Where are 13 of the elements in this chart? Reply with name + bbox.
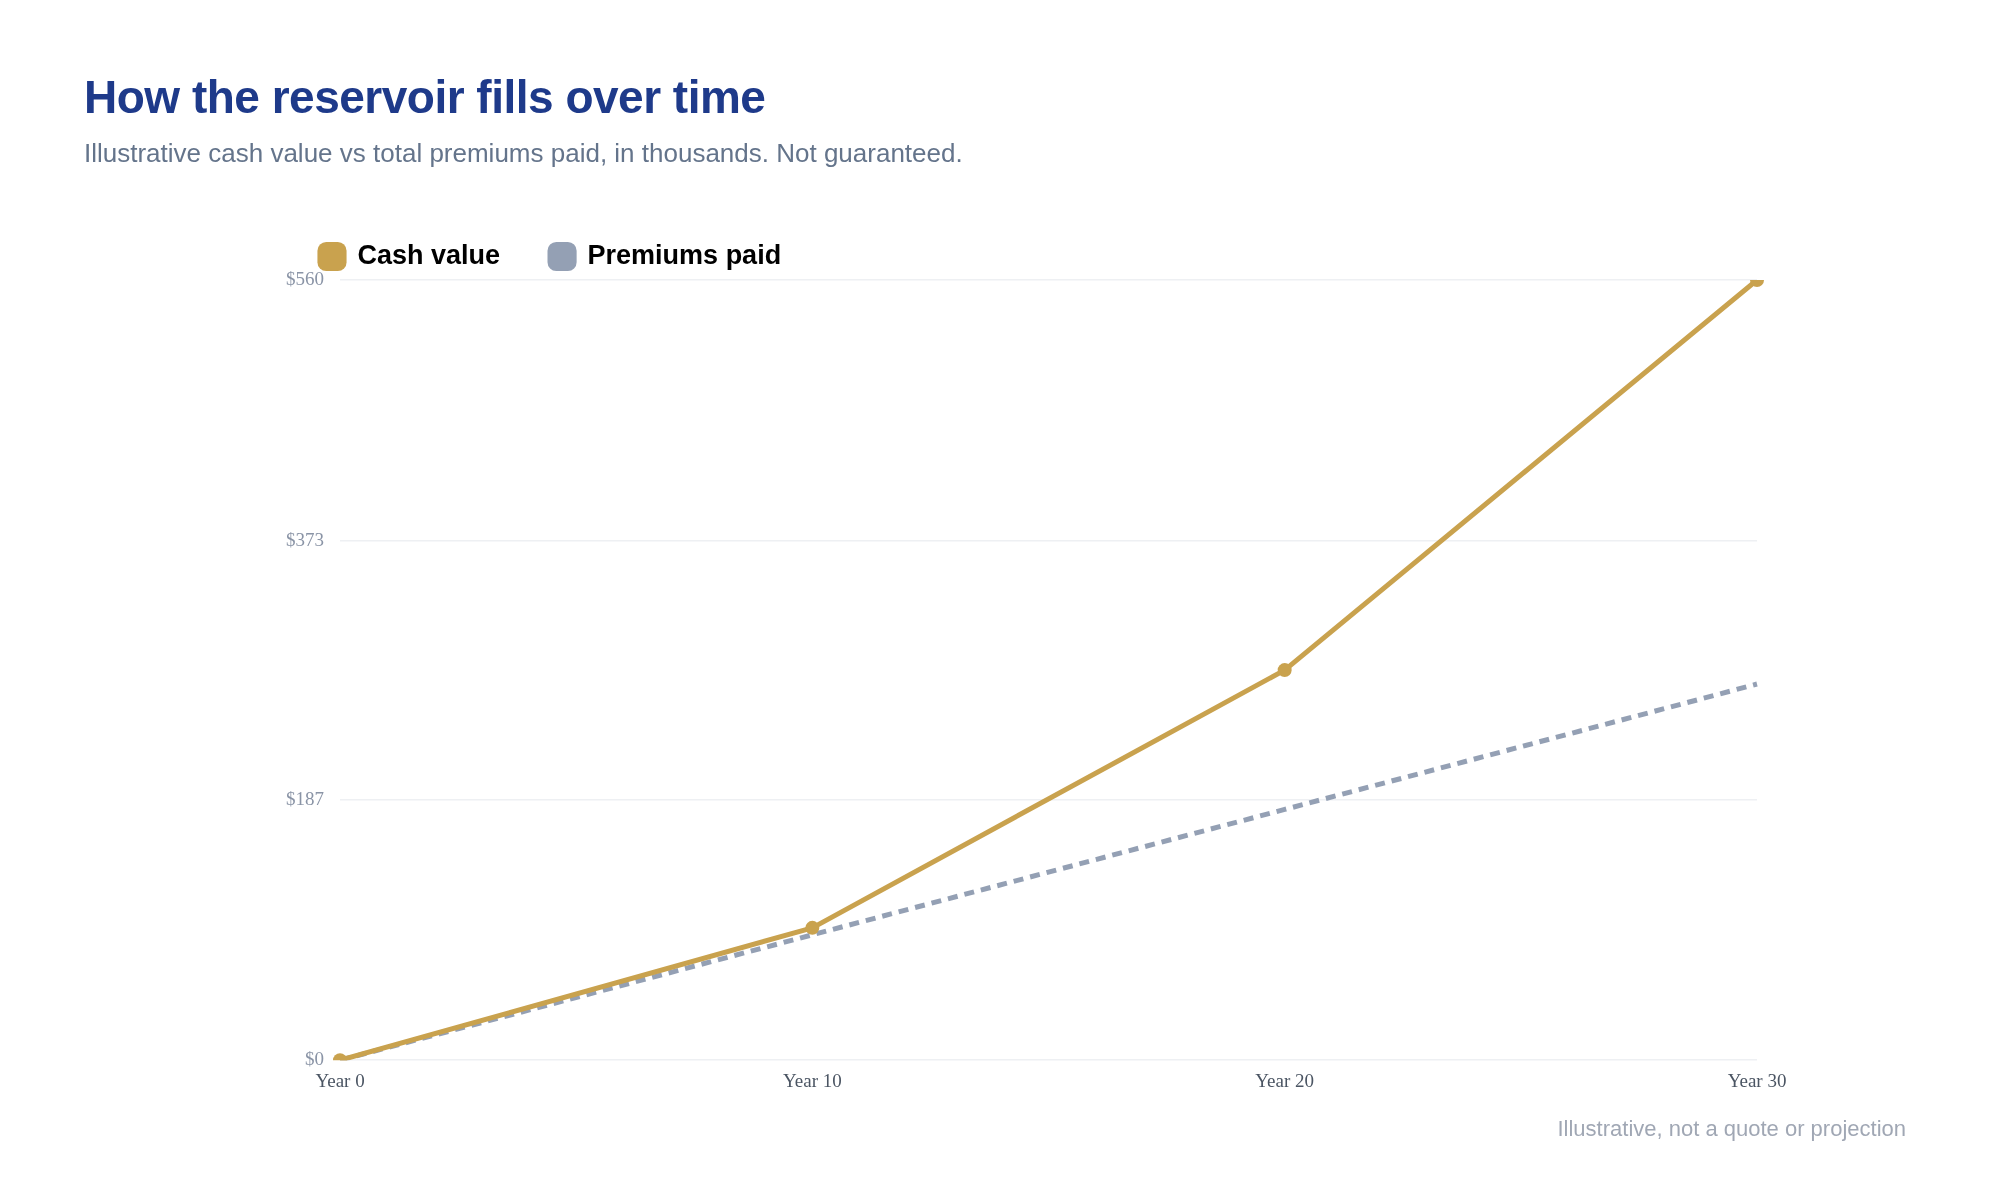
text: Illustrative, not a quote or projection — [1557, 1116, 1906, 1142]
x-tick-label: Year 0 — [315, 1069, 365, 1091]
legend-label: Premiums paid — [587, 239, 782, 270]
chart-subtitle: Illustrative cash value vs total premiums paid, in thousands. Not guaranteed. — [84, 138, 963, 169]
y-tick-label: $373 — [286, 528, 324, 550]
legend-label: Cash value — [357, 239, 501, 270]
x-tick-label: Year 20 — [1255, 1069, 1315, 1091]
chart-title: How the reservoir fills over time — [84, 70, 766, 124]
x-tick-label: Year 10 — [782, 1069, 842, 1091]
x-tick-label: Year 30 — [1727, 1069, 1787, 1091]
y-tick-label: $0 — [305, 1048, 324, 1070]
y-tick-label: $560 — [286, 267, 324, 289]
y-tick-label: $187 — [286, 787, 324, 809]
